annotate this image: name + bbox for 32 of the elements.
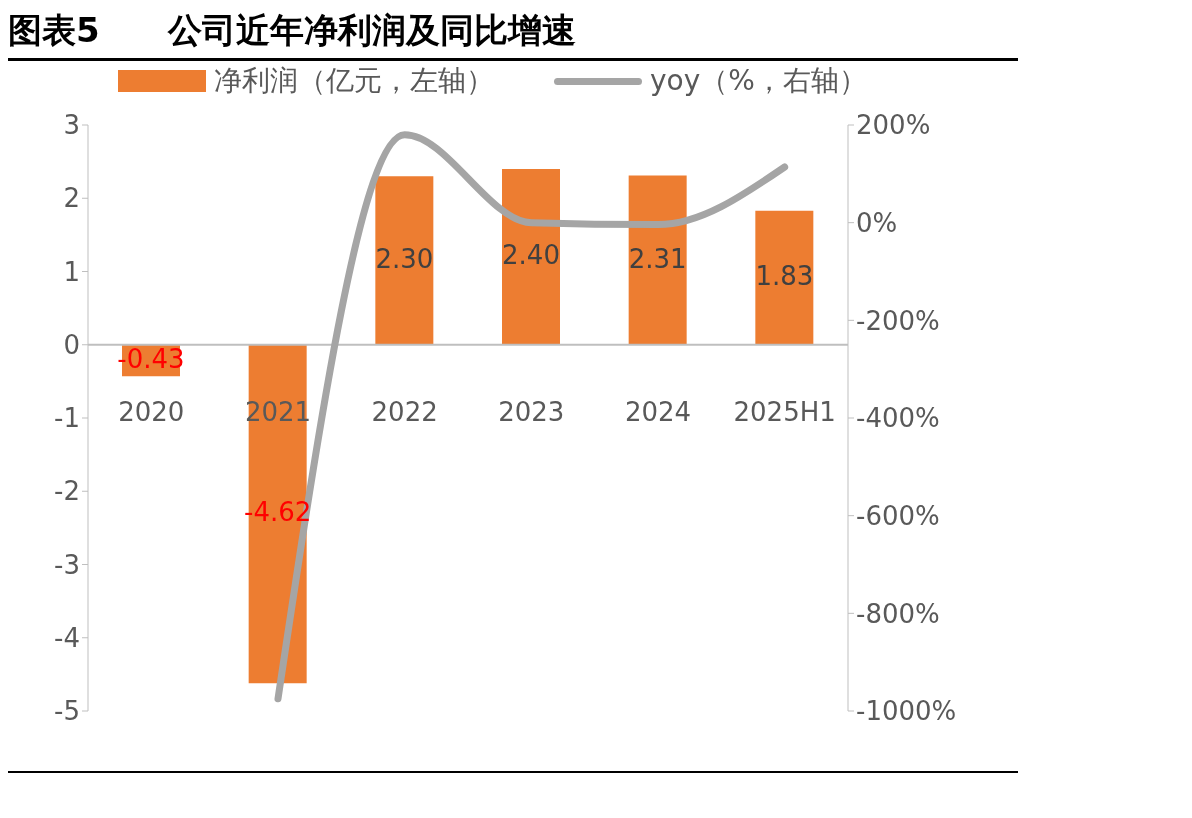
- y2-tick-label: -1000%: [856, 696, 957, 727]
- data-label: 2.31: [628, 243, 687, 274]
- y2-tick-label: 200%: [856, 110, 931, 141]
- data-label: 2.40: [502, 240, 560, 271]
- bar: [755, 210, 814, 345]
- y-tick-label: -1: [54, 403, 80, 434]
- x-tick-label: 2025H1: [733, 397, 836, 428]
- y2-tick-label: -600%: [856, 500, 940, 531]
- data-label: 1.83: [755, 261, 814, 292]
- chart-title: 图表5 公司近年净利润及同比增速: [8, 8, 1018, 61]
- y-tick-label: 2: [63, 183, 80, 214]
- y-tick-label: 0: [63, 329, 80, 360]
- bar: [375, 176, 434, 345]
- x-tick-label: 2022: [371, 397, 438, 428]
- y-tick-label: -4: [54, 622, 80, 653]
- y-tick-label: 1: [63, 256, 80, 287]
- y2-tick-label: -400%: [856, 403, 940, 434]
- x-tick-label: 2020: [118, 397, 185, 428]
- legend-label: 净利润（亿元，左轴）: [214, 63, 494, 99]
- y-tick-label: 3: [63, 110, 80, 141]
- x-tick-label: 2023: [498, 397, 565, 428]
- data-label: 2.30: [375, 244, 434, 275]
- y2-tick-label: -200%: [856, 305, 940, 336]
- y2-tick-label: 0%: [856, 207, 898, 238]
- x-tick-label: 2024: [624, 397, 692, 428]
- y-tick-label: -5: [54, 696, 80, 727]
- legend-label: yoy（%，右轴）: [650, 63, 867, 99]
- bar: [502, 168, 560, 345]
- y-tick-label: -3: [54, 549, 80, 580]
- y2-tick-label: -800%: [856, 598, 940, 629]
- bar: [628, 175, 687, 345]
- y-tick-label: -2: [54, 476, 80, 507]
